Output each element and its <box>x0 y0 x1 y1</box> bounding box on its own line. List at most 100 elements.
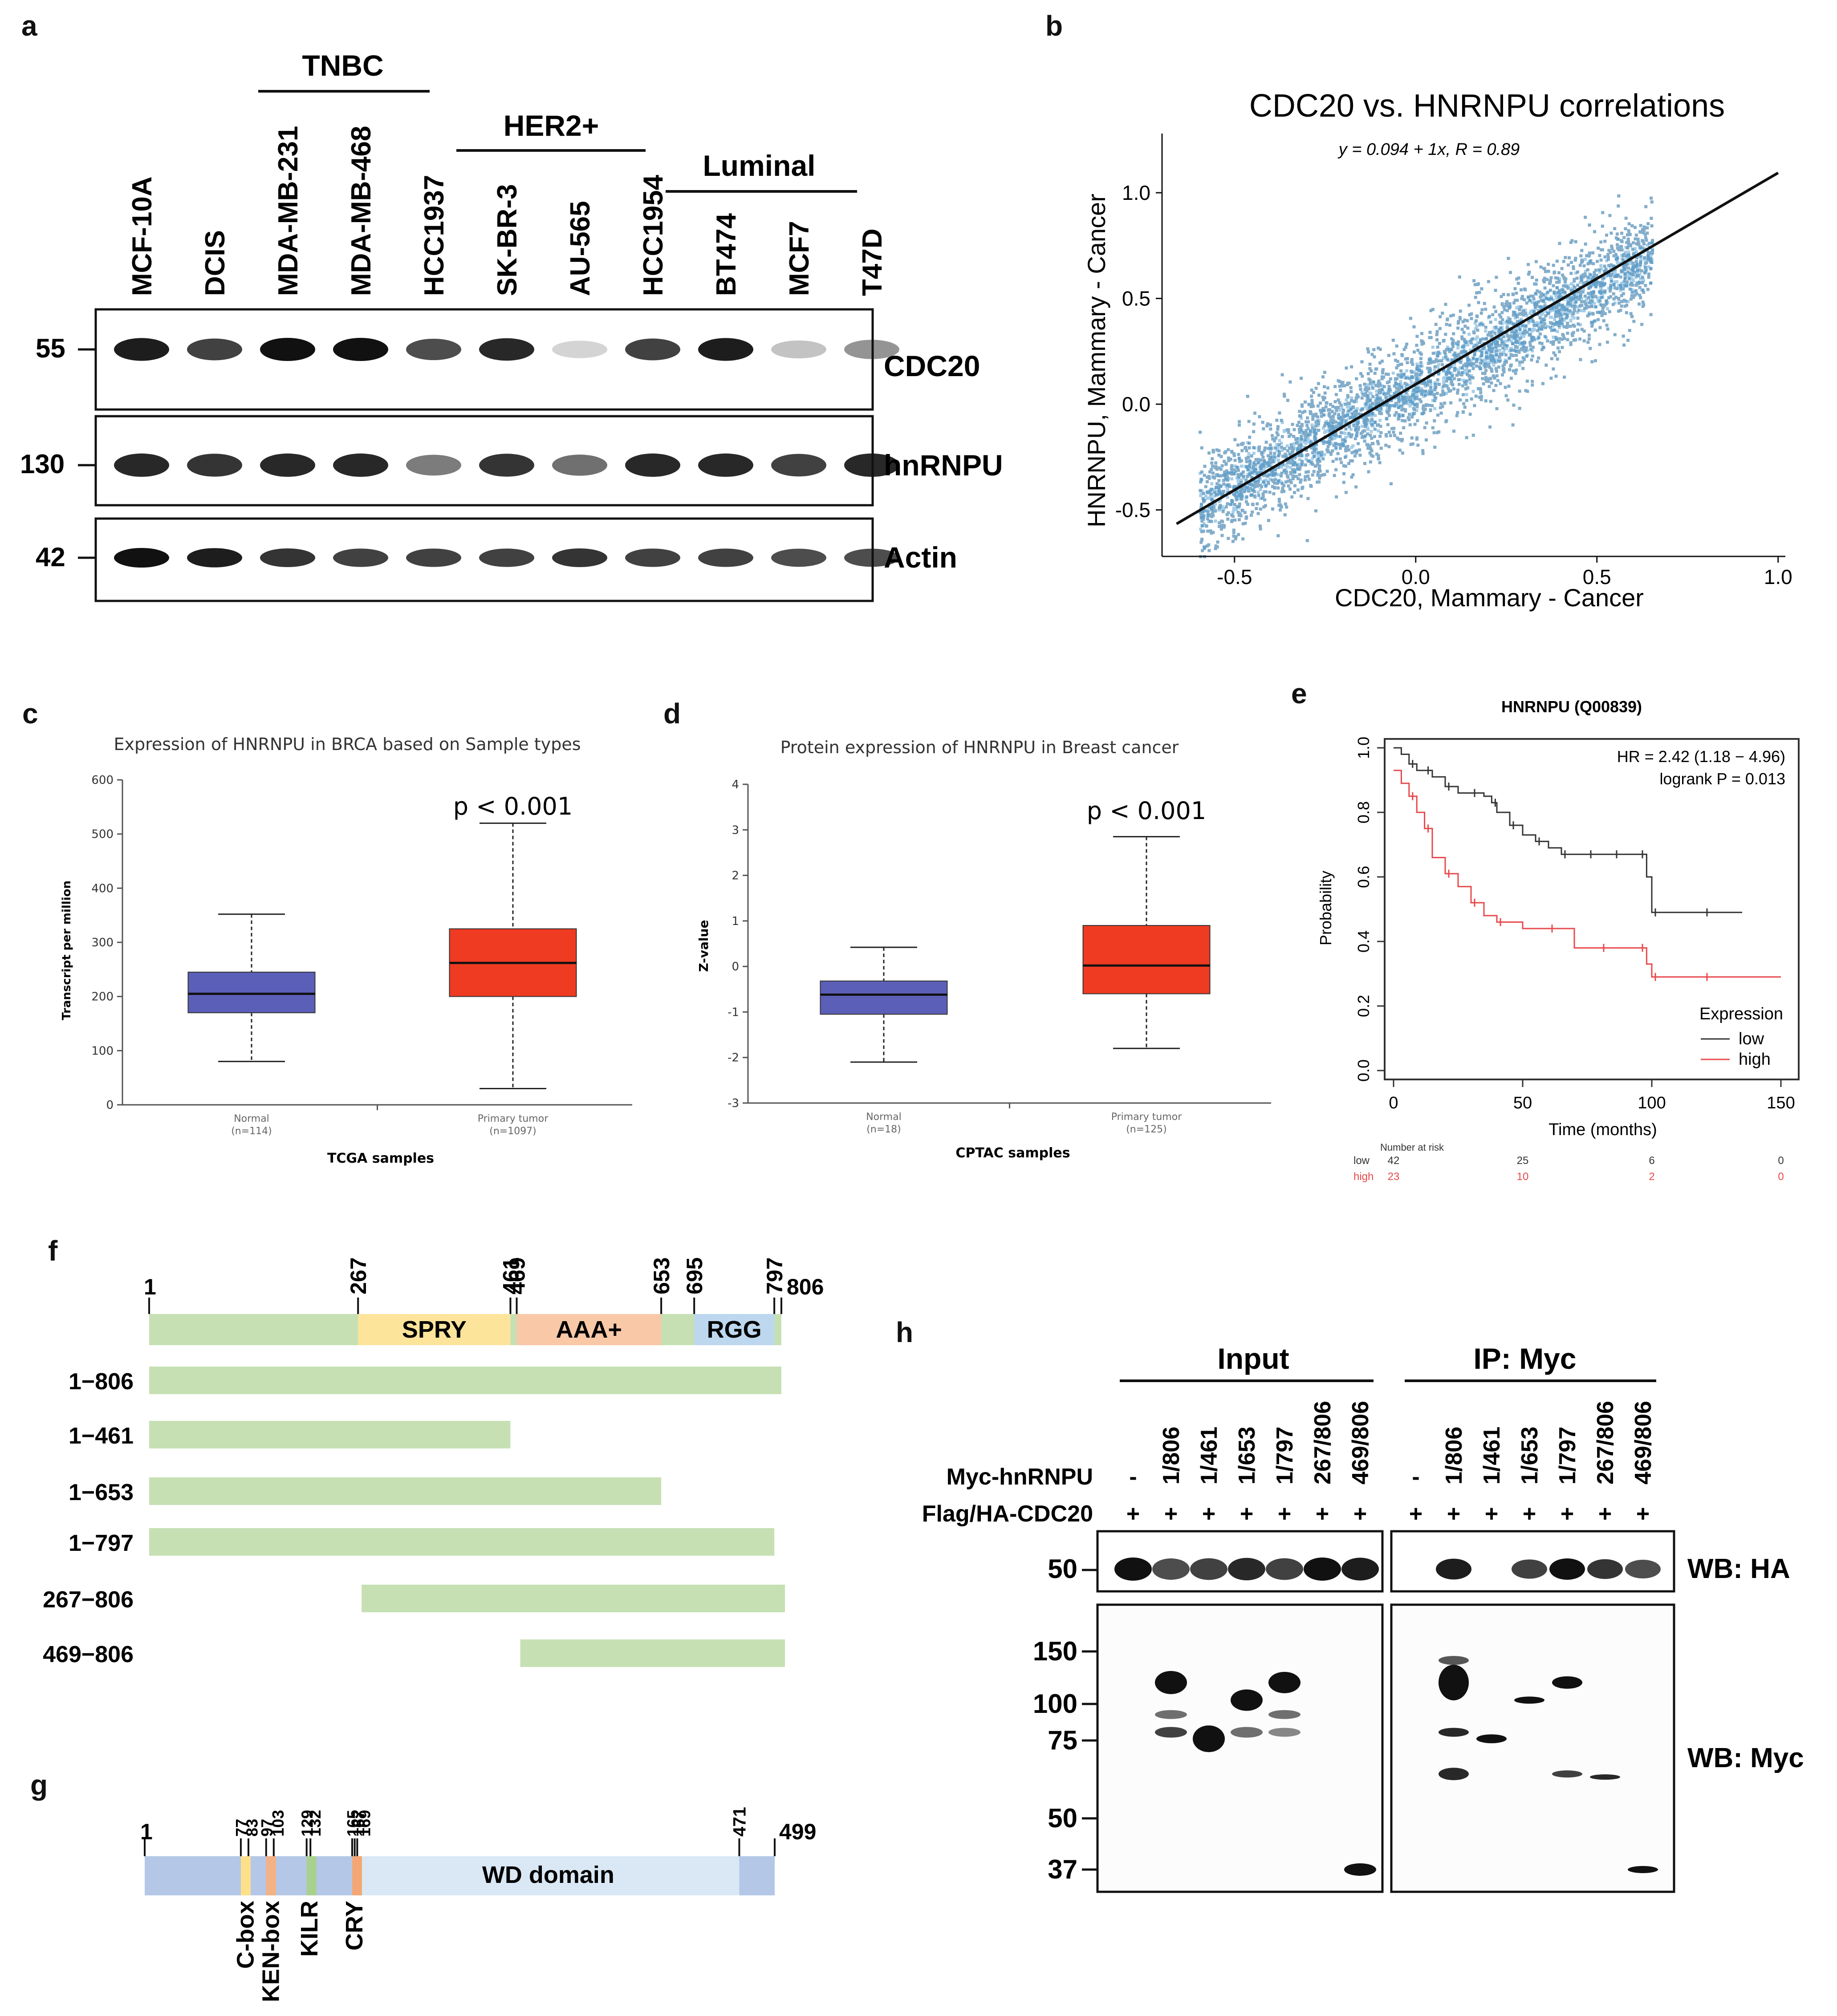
h-ip-label: IP: Myc <box>1473 1342 1576 1375</box>
h-band <box>1628 1866 1658 1873</box>
h-band <box>1341 1558 1379 1581</box>
h-lane-label: - <box>1412 1464 1419 1490</box>
h-band <box>1436 1558 1471 1580</box>
box-ytick-label: 500 <box>91 828 114 841</box>
panel-letter-e: e <box>1291 677 1307 710</box>
h-myc-marker: 50 <box>1048 1803 1077 1833</box>
blot-band <box>844 340 899 359</box>
km-legend-low: low <box>1739 1030 1764 1048</box>
boxplot-d-ylabel: Z-value <box>696 920 711 972</box>
km-risk-value: 6 <box>1649 1155 1654 1167</box>
h-plus-sign: + <box>1409 1501 1422 1527</box>
group-label-her2: HER2+ <box>504 109 599 142</box>
h-lane-label: 469/806 <box>1630 1401 1656 1485</box>
box-category-label: Primary tumor <box>1111 1111 1182 1123</box>
boxplot-d-title: Protein expression of HNRNPU in Breast c… <box>780 738 1179 757</box>
km-legend-title: Expression <box>1699 1005 1783 1023</box>
km-risk-value: 42 <box>1388 1155 1400 1167</box>
f-construct-bar <box>149 1421 511 1448</box>
box-ytick-label: 300 <box>91 936 114 949</box>
h-band <box>1268 1671 1301 1693</box>
protein-hnrnpu: hnRNPU <box>884 449 1003 482</box>
scatter-points <box>1199 194 1654 559</box>
h-myc-input-box <box>1096 1603 1384 1893</box>
scatter-dense-core <box>1199 238 1654 549</box>
panel-letter-f: f <box>48 1235 58 1267</box>
box-category-label: Normal <box>234 1113 269 1124</box>
km-logrank: logrank P = 0.013 <box>1659 770 1785 788</box>
blot-band <box>552 341 607 358</box>
blot-band <box>771 340 826 359</box>
h-band <box>1155 1671 1187 1694</box>
boxplot-c-pvalue: p < 0.001 <box>453 792 573 820</box>
km-risk-value: 25 <box>1517 1155 1529 1167</box>
km-risk-title: Number at risk <box>1380 1142 1444 1153</box>
f-position-label: 806 <box>787 1274 824 1299</box>
h-band <box>1231 1689 1263 1711</box>
blot-band <box>187 548 242 568</box>
box-category-label: Primary tumor <box>478 1113 549 1124</box>
h-lane-label: 469/806 <box>1348 1401 1374 1485</box>
km-xtick-label: 0 <box>1389 1094 1398 1112</box>
f-construct-label: 1−797 <box>69 1530 134 1556</box>
boxplot-d-xlabel: CPTAC samples <box>955 1145 1070 1161</box>
h-myc-marker: 75 <box>1048 1725 1077 1755</box>
f-construct-label: 1−653 <box>69 1480 134 1505</box>
km-ytick-label: 0.0 <box>1354 1059 1373 1082</box>
blot-band <box>406 454 461 476</box>
km-risk-row-label: low <box>1353 1155 1370 1167</box>
km-xtick-label: 150 <box>1767 1094 1795 1112</box>
km-risk-row-label: high <box>1353 1171 1374 1183</box>
scatter-ylabel: HNRNPU, Mammary - Cancer <box>1082 194 1110 527</box>
h-band <box>1266 1558 1303 1580</box>
h-band <box>1268 1710 1301 1719</box>
h-band <box>1476 1734 1507 1744</box>
h-plus-sign: + <box>1353 1501 1367 1527</box>
blot-band <box>114 453 169 477</box>
panel-e-kaplan-meier: HNRNPU (Q00839) HR = 2.42 (1.18 − 4.96) … <box>1317 698 1800 1183</box>
lane-label: BT474 <box>711 213 742 296</box>
panel-letter-d: d <box>663 698 681 730</box>
blot-band <box>479 548 534 567</box>
box-ytick-label: 200 <box>91 990 114 1004</box>
scatter-xtick-label: 1.0 <box>1764 565 1792 588</box>
blot-band <box>479 454 534 477</box>
h-band <box>1152 1558 1190 1580</box>
blot-band <box>187 454 242 477</box>
lane-label: MDA-MB-468 <box>346 126 377 296</box>
h-plus-sign: + <box>1316 1501 1329 1527</box>
km-risk-value: 10 <box>1517 1171 1529 1183</box>
h-myc-marker: 100 <box>1033 1689 1077 1719</box>
km-xtick-label: 50 <box>1513 1094 1532 1112</box>
h-band <box>1190 1558 1227 1580</box>
box-ytick-label: 1 <box>732 915 739 928</box>
blot-band <box>187 338 242 361</box>
protein-cdc20: CDC20 <box>884 349 980 382</box>
km-ytick-label: 1.0 <box>1354 737 1373 759</box>
h-band <box>1549 1558 1585 1580</box>
h-lane-label: 1/806 <box>1158 1427 1184 1485</box>
panel-letter-c: c <box>22 698 38 730</box>
box-body <box>820 980 948 1015</box>
f-position-label: 461 <box>498 1257 523 1294</box>
box-ytick-label: 4 <box>732 778 739 791</box>
f-domain-box <box>694 1314 775 1345</box>
h-lane-label: 267/806 <box>1593 1401 1618 1485</box>
h-band <box>1552 1676 1582 1689</box>
g-position-label: 132 <box>306 1810 324 1837</box>
km-ytick-label: 0.2 <box>1354 995 1373 1017</box>
h-band <box>1304 1558 1341 1581</box>
scatter-ytick-label: 0.0 <box>1122 393 1150 416</box>
h-plus-sign: + <box>1636 1501 1650 1527</box>
km-risk-value: 23 <box>1388 1171 1400 1183</box>
blot-band <box>260 453 315 477</box>
h-plus-sign: + <box>1164 1501 1178 1527</box>
h-band <box>1155 1727 1187 1738</box>
box-category-n: (n=18) <box>866 1124 901 1135</box>
g-wd-domain-label: WD domain <box>482 1862 614 1888</box>
blot-band <box>771 454 826 477</box>
f-position-label: 695 <box>682 1257 707 1294</box>
panel-letter-a: a <box>21 10 37 42</box>
box-category-label: Normal <box>866 1111 902 1123</box>
g-position-label: 1 <box>140 1819 153 1844</box>
